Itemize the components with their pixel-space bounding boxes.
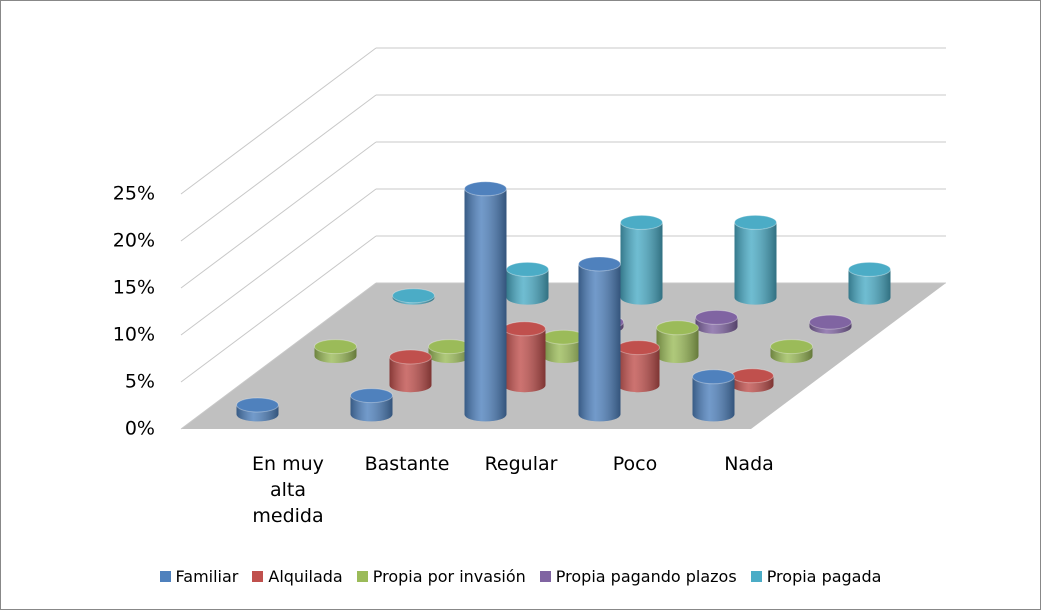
cylinder-top	[236, 397, 279, 413]
x-tick-label: Nada	[724, 453, 774, 475]
cylinder-top	[770, 339, 813, 355]
cylinder-top	[620, 214, 663, 230]
cylinder-top	[428, 339, 471, 355]
cylinder-shade	[734, 222, 777, 305]
cylinder-top	[542, 329, 585, 345]
cylinder-shade	[848, 269, 891, 305]
y-tick-label: 10%	[113, 324, 155, 346]
cylinder-shade	[809, 322, 852, 334]
grid-line	[180, 235, 377, 383]
cylinder-top	[506, 261, 549, 277]
grid-line	[180, 94, 377, 242]
cylinder-top	[464, 181, 507, 197]
legend-item: Alquilada	[252, 567, 343, 586]
legend-item: Propia por invasión	[356, 567, 526, 586]
cylinder-shade	[578, 264, 621, 422]
cylinder-shade	[656, 327, 699, 363]
legend-label: Propia por invasión	[372, 567, 526, 586]
legend-label: Familiar	[175, 567, 239, 586]
cylinder-top	[354, 320, 396, 334]
y-tick-label: 25%	[113, 183, 155, 205]
cylinder-top	[731, 368, 774, 384]
cylinder-shade	[542, 337, 585, 363]
legend-swatch	[252, 571, 264, 582]
legend-swatch	[750, 571, 762, 582]
cylinder-shade	[695, 317, 738, 334]
cylinder-top	[503, 321, 546, 337]
cylinder-top	[389, 349, 432, 365]
cylinder-shade	[428, 346, 471, 363]
y-tick-label: 15%	[113, 277, 155, 299]
cylinder-top	[656, 320, 699, 336]
grid-line	[180, 188, 377, 336]
cylinder-top	[734, 214, 777, 230]
legend-label: Propia pagando plazos	[555, 567, 737, 586]
cylinder-shade	[770, 346, 813, 363]
cylinder-shade	[620, 222, 663, 305]
cylinder-shade	[617, 347, 660, 393]
legend-swatch	[159, 571, 171, 582]
cylinder-top	[617, 340, 660, 356]
grid-line	[180, 141, 377, 289]
cylinder-top	[692, 369, 735, 385]
cylinder-top	[350, 388, 393, 404]
cylinder-shade	[692, 376, 735, 422]
cylinder-shade	[464, 188, 507, 422]
cylinder-shade	[392, 295, 435, 305]
x-tick-label: En muy alta medida	[252, 453, 324, 527]
cylinder-shade	[506, 269, 549, 305]
y-tick-label: 0%	[125, 418, 155, 440]
cylinder-shade	[503, 328, 546, 393]
x-tick-label: Regular	[484, 453, 558, 475]
cylinder-top	[809, 314, 852, 330]
cylinder-shade	[236, 405, 279, 422]
cylinder-top	[695, 309, 738, 325]
cylinder-top	[314, 339, 357, 355]
legend: Familiar Alquilada Propia por invasión Prop…	[1, 567, 1040, 586]
legend-item: Propia pagada	[750, 567, 882, 586]
y-tick-label: 20%	[113, 230, 155, 252]
legend-label: Alquilada	[268, 567, 343, 586]
cylinder-shade	[731, 375, 774, 393]
cylinder-shade	[350, 395, 393, 422]
grid-line	[180, 282, 377, 430]
cylinder-top	[578, 256, 621, 272]
legend-swatch	[356, 571, 368, 582]
x-tick-label: Poco	[612, 453, 658, 475]
cylinder-shade	[389, 357, 432, 393]
cylinder-top	[276, 378, 318, 392]
cylinder-top	[392, 288, 435, 304]
legend-label: Propia pagada	[766, 567, 882, 586]
legend-item: Familiar	[159, 567, 239, 586]
legend-swatch	[539, 571, 551, 582]
legend-item: Propia pagando plazos	[539, 567, 737, 586]
cylinder-top	[848, 261, 891, 277]
y-tick-label: 5%	[125, 371, 155, 393]
x-tick-label: Bastante	[364, 453, 450, 475]
grid-line	[180, 47, 377, 195]
cylinder-shade	[314, 346, 357, 363]
